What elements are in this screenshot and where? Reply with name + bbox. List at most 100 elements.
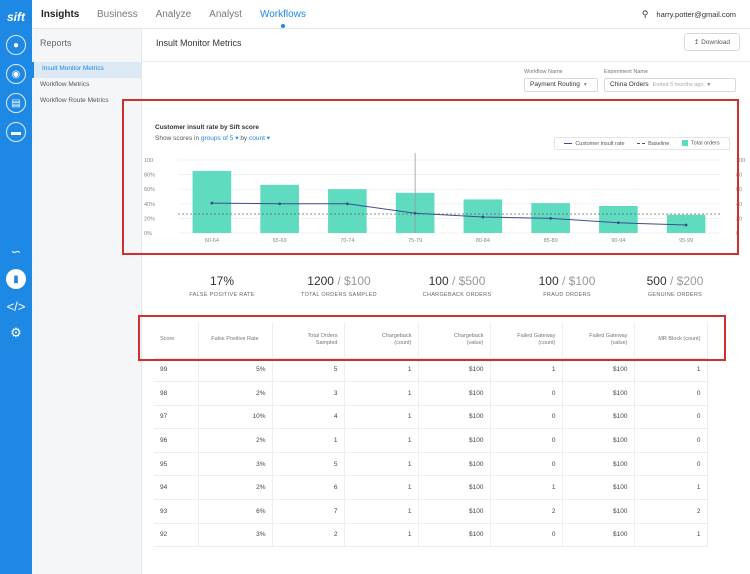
by-select[interactable]: count ▾ (249, 135, 270, 142)
nav-analyze[interactable]: Analyze (155, 8, 192, 20)
y-tick-left: 20% (144, 216, 155, 222)
insult-rate-line (211, 202, 687, 226)
stat-label: FALSE POSITIVE RATE (189, 292, 255, 298)
chart-controls: Show scores in groups of 5 ▾ by count ▾ (155, 134, 270, 142)
stat-value: 1200 (307, 274, 334, 288)
insult-rate-point (616, 221, 620, 225)
table-cell: 1 (490, 358, 563, 383)
nav-analyst[interactable]: Analyst (209, 8, 242, 20)
stat-label: CHARGEBACK ORDERS (422, 292, 492, 298)
x-tick-label: 65-69 (273, 238, 287, 244)
nav-business[interactable]: Business (97, 8, 138, 20)
table-cell: 0 (490, 405, 563, 430)
col-mr-block-count[interactable]: MR Block (count) (634, 322, 708, 359)
table-row[interactable]: 97 10% 4 1 $100 0 $100 0 (154, 405, 708, 430)
table-cell: 0 (490, 452, 563, 477)
table-row[interactable]: 95 3% 5 1 $100 0 $100 0 (154, 452, 708, 477)
y-tick-right: 20 (736, 216, 742, 222)
table-cell: 6 (272, 475, 345, 501)
table-cell: 1 (344, 452, 419, 477)
y-tick-left: 60% (144, 187, 155, 193)
table-cell: $100 (418, 499, 491, 524)
table-cell: 99 (154, 358, 199, 383)
sidebar-item-workflow-metrics[interactable]: Workflow Metrics (40, 81, 90, 88)
col-failed-gateway-count[interactable]: Failed Gateway (count) (490, 322, 563, 359)
table-row[interactable]: 94 2% 6 1 $100 1 $100 1 (154, 475, 708, 501)
y-tick-left: 40% (144, 202, 155, 208)
sidebar-item-workflow-route-metrics[interactable]: Workflow Route Metrics (40, 97, 109, 104)
table-cell: 5 (272, 358, 345, 383)
experiment-name-placeholder: Ended 5 months ago (652, 82, 704, 88)
page-title: Insult Monitor Metrics (156, 38, 242, 48)
table-cell: 0 (634, 405, 708, 430)
table-cell: 1 (634, 475, 708, 501)
search-icon[interactable]: ⚲ (641, 9, 649, 19)
table-cell: $100 (562, 499, 635, 524)
stat-total-orders: 1200 / $100 TOTAL ORDERS SAMPLED (284, 274, 394, 298)
stat-total: $100 (344, 274, 371, 288)
table-body: 99 5% 5 1 $100 1 $100 1 98 2% 3 1 $100 0 $100 0 97 10% 4 1 $… (154, 358, 708, 548)
sidebar-item-insult-monitor[interactable]: Insult Monitor Metrics (32, 62, 141, 78)
stat-label: FRAUD ORDERS (543, 292, 591, 298)
legend-baseline-label: Baseline (648, 140, 670, 147)
bar-total-orders (599, 205, 638, 233)
col-score[interactable]: Score (154, 322, 199, 359)
y-tick-right: 40 (736, 202, 742, 208)
chart-icon[interactable]: ▮ (6, 269, 26, 289)
col-failed-gateway-value[interactable]: Failed Gateway (value) (562, 322, 635, 359)
col-chargeback-count[interactable]: Chargeback (count) (344, 322, 419, 359)
col-total-orders[interactable]: Total Orders Sampled (272, 322, 345, 359)
y-tick-left: 0% (144, 231, 152, 237)
bar-total-orders (260, 184, 299, 233)
table-cell: 94 (154, 475, 199, 501)
groups-select-value: groups of 5 (200, 135, 234, 142)
sift-logo: sift (7, 10, 25, 24)
nav-workflows[interactable]: Workflows (259, 8, 306, 28)
location-icon[interactable]: ◉ (6, 64, 26, 84)
chevron-down-icon: ▼ (582, 82, 588, 88)
workflow-name-label: Workflow Name (524, 69, 563, 75)
stat-total: $200 (676, 274, 704, 288)
table-cell: 2% (198, 381, 273, 406)
sidebar-title: Reports (40, 38, 72, 48)
top-bar: Insights Business Analyze Analyst Workfl… (32, 0, 750, 29)
table-cell: $100 (418, 381, 491, 406)
workflow-name-select[interactable]: Payment Routing ▼ (524, 78, 598, 92)
table-cell: 0 (490, 428, 563, 453)
table-row[interactable]: 99 5% 5 1 $100 1 $100 1 (154, 358, 708, 383)
groups-select[interactable]: groups of 5 ▾ (200, 135, 239, 142)
table-row[interactable]: 96 2% 1 1 $100 0 $100 0 (154, 428, 708, 453)
card-icon[interactable]: ▬ (6, 122, 26, 142)
stat-chargeback-orders: 100 / $500 CHARGEBACK ORDERS (402, 274, 512, 298)
download-button[interactable]: ↥ Download (683, 33, 740, 51)
experiment-name-select[interactable]: China Orders Ended 5 months ago ▼ (604, 78, 736, 92)
table-cell: 0 (634, 428, 708, 453)
col-false-positive-rate[interactable]: False Positive Rate (198, 322, 273, 359)
legend-insult-rate: Customer insult rate (564, 141, 625, 147)
user-email[interactable]: harry.potter@gmail.com (656, 10, 736, 19)
col-chargeback-value[interactable]: Chargeback (value) (418, 322, 491, 359)
table-cell: 0 (490, 381, 563, 406)
table-cell: $100 (418, 428, 491, 453)
table-cell: $100 (562, 358, 635, 383)
chart-legend: Customer insult rate Baseline Total orde… (554, 137, 730, 150)
insult-rate-point (481, 215, 485, 219)
gear-icon[interactable]: ⚙ (10, 325, 22, 340)
table-row[interactable]: 93 6% 7 1 $100 2 $100 2 (154, 499, 708, 524)
table-cell: 1 (490, 475, 563, 501)
table-cell: 96 (154, 428, 199, 453)
y-tick-right: 80 (736, 173, 742, 179)
network-icon[interactable]: ∽ (10, 244, 22, 259)
highlight-box-table-header (138, 315, 726, 361)
y-tick-left: 80% (144, 173, 155, 179)
table-cell: 1 (344, 358, 419, 383)
document-icon[interactable]: ▤ (6, 93, 26, 113)
code-icon[interactable]: </> (6, 298, 26, 314)
stat-total: $100 (568, 274, 596, 288)
table-row[interactable]: 98 2% 3 1 $100 0 $100 0 (154, 381, 708, 406)
table-row[interactable]: 92 3% 2 1 $100 0 $100 1 (154, 523, 708, 548)
divider (142, 61, 750, 62)
table-header-row: Score False Positive Rate Total Orders S… (154, 322, 708, 359)
user-icon[interactable]: ● (6, 35, 26, 55)
